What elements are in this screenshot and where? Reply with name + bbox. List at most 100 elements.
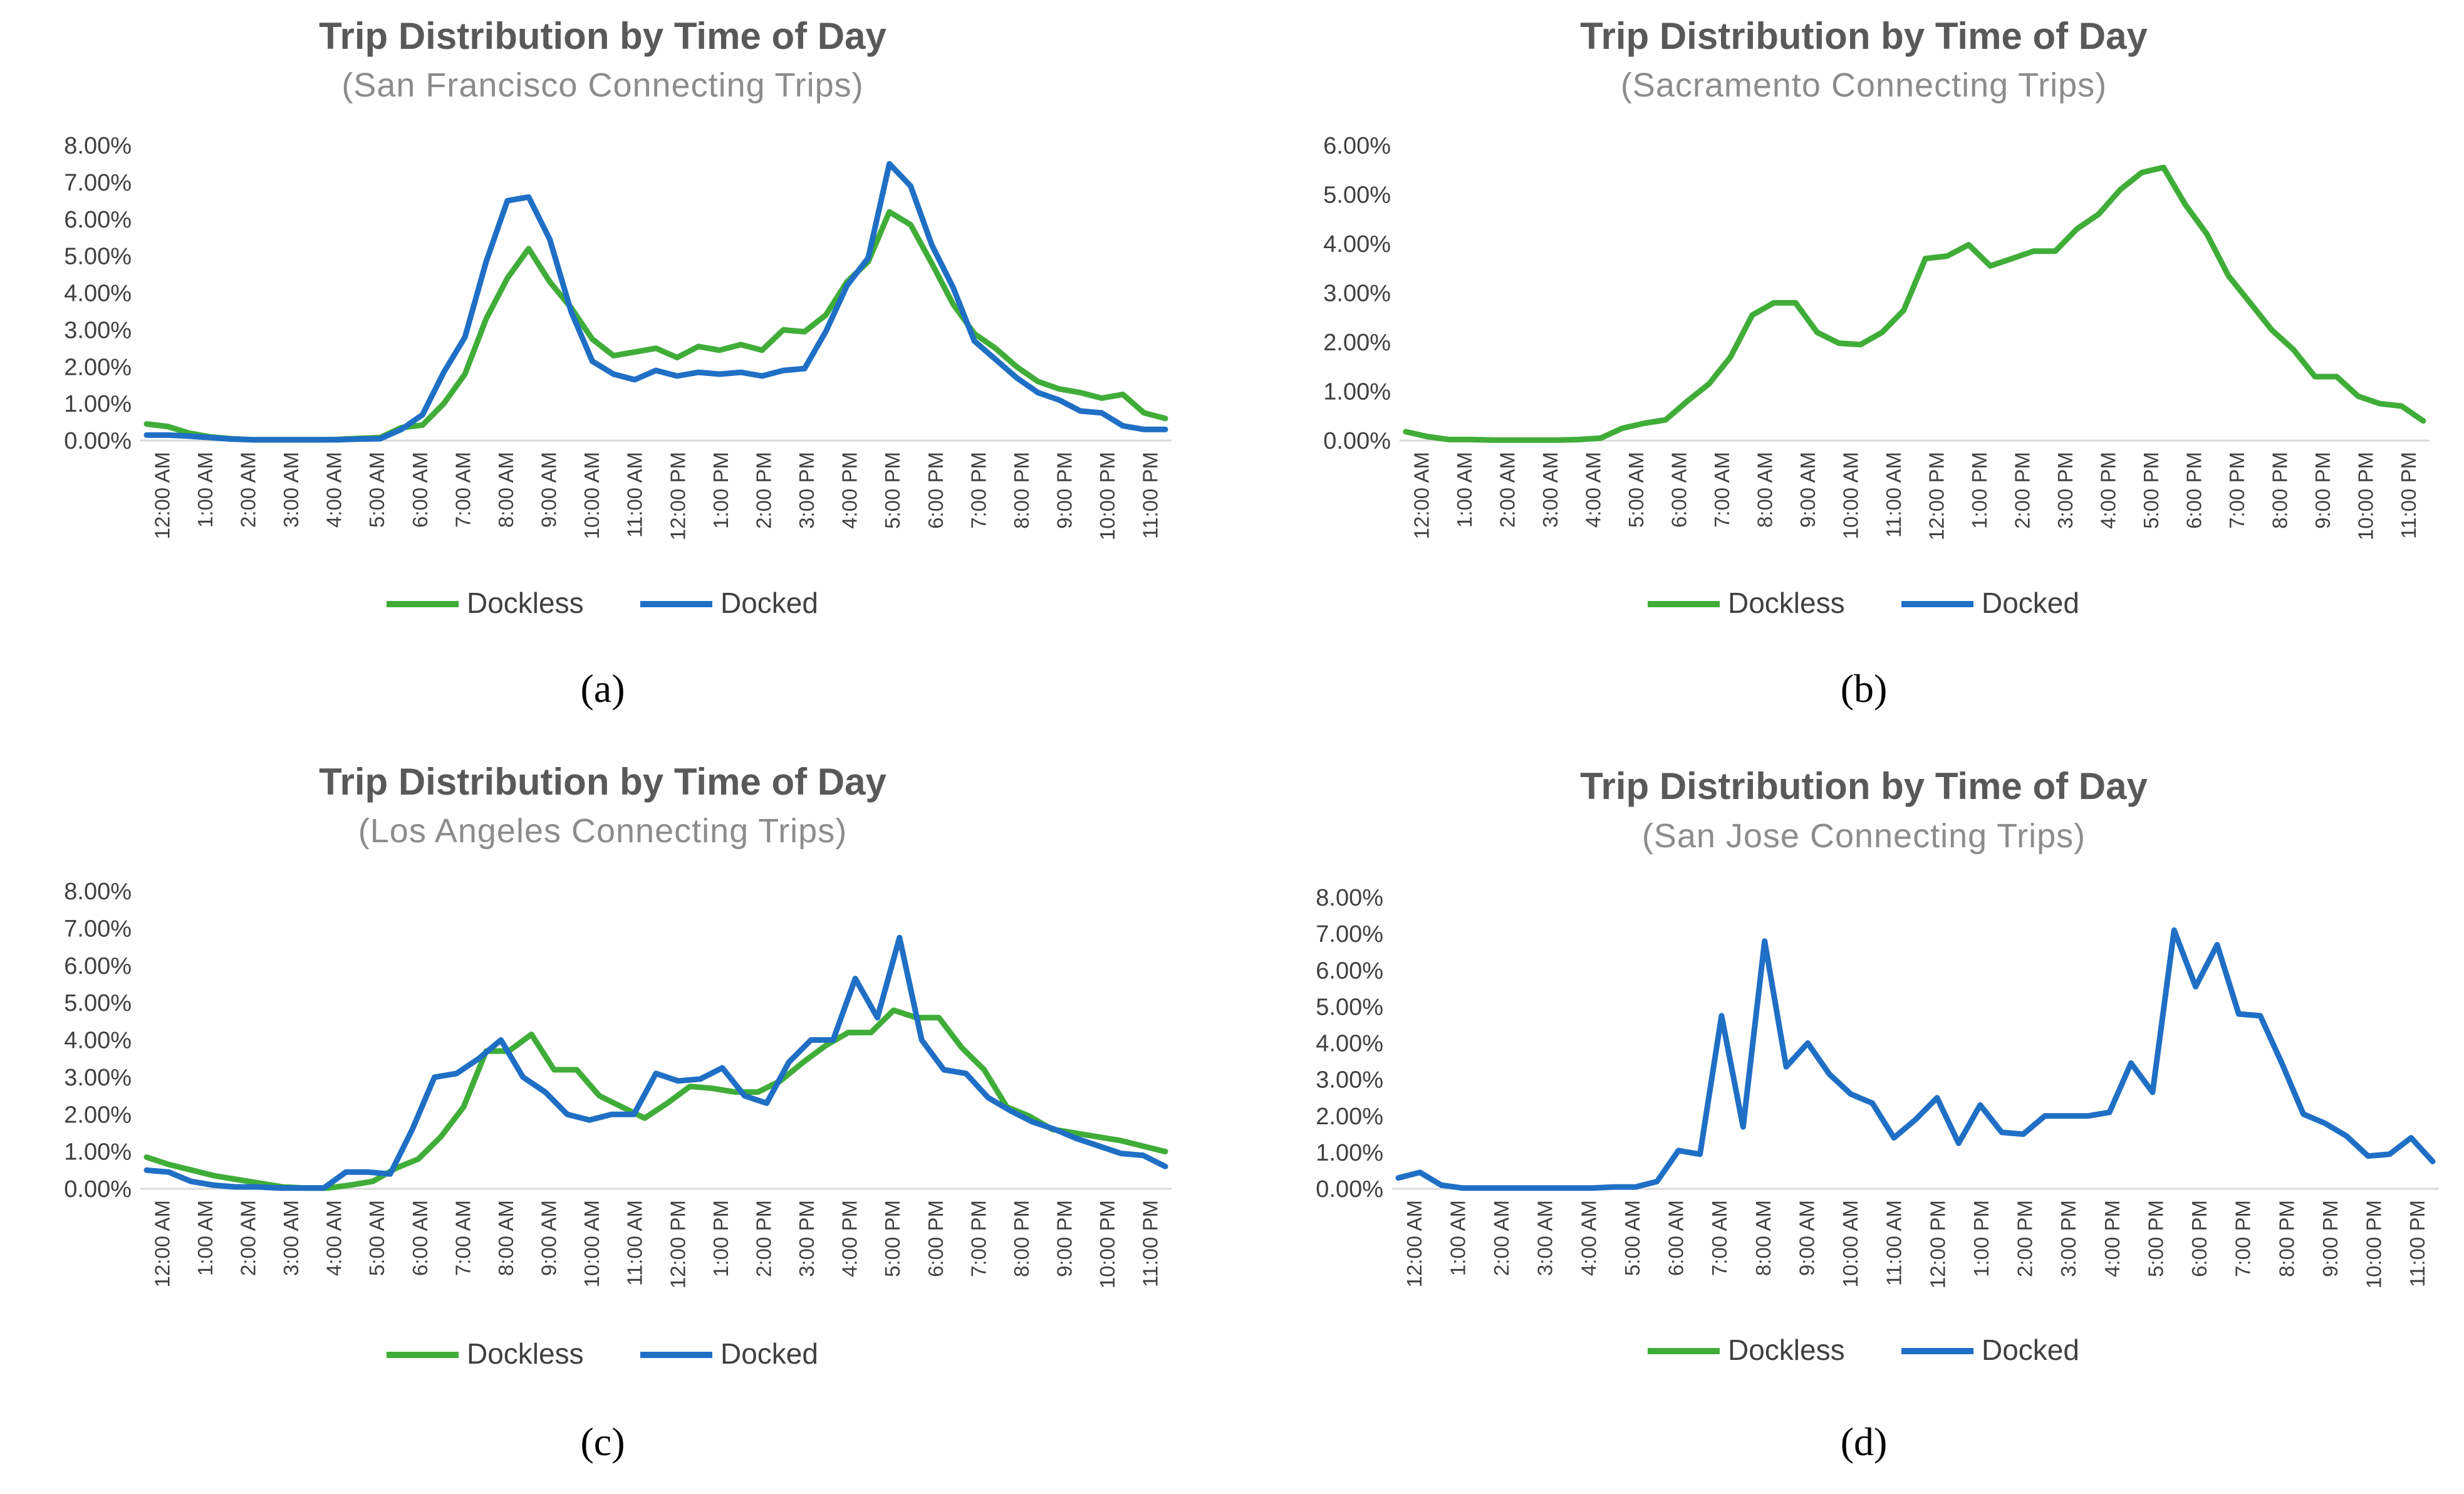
legend-label-docked: Docked [1982,1334,2079,1366]
x-tick-label: 9:00 AM [538,452,561,528]
x-tick-label: 11:00 PM [1139,1200,1162,1287]
x-tick-label: 9:00 PM [1053,1200,1076,1277]
chart-title: Trip Distribution by Time of Day [1580,765,2148,807]
legend-label-docked: Docked [720,587,818,619]
chart-title: Trip Distribution by Time of Day [1580,15,2148,57]
x-tick-label: 4:00 PM [838,1200,861,1277]
y-tick-label: 2.00% [64,354,132,380]
x-tick-label: 2:00 AM [1490,1200,1513,1276]
x-tick-label: 1:00 AM [194,1200,217,1276]
x-tick-label: 5:00 AM [1621,1200,1644,1276]
x-tick-label: 5:00 PM [881,1200,904,1277]
x-tick-label: 10:00 PM [1096,1200,1119,1288]
legend-label-dockless: Dockless [1728,587,1845,619]
x-tick-label: 3:00 AM [1534,1200,1557,1276]
x-tick-label: 2:00 PM [2014,1200,2037,1277]
x-tick-label: 9:00 PM [2311,452,2334,529]
y-tick-label: 4.00% [1323,231,1391,258]
y-tick-label: 2.00% [1316,1104,1383,1130]
x-tick-label: 2:00 PM [752,452,775,529]
chart-title: Trip Distribution by Time of Day [319,761,886,803]
x-tick-label: 1:00 PM [709,452,732,529]
y-tick-label: 5.00% [64,244,132,270]
x-tick-label: 5:00 PM [881,452,904,529]
series-line-dockless [143,209,1168,443]
x-tick-label: 7:00 PM [2232,1200,2255,1277]
panel-label: (a) [580,666,625,711]
x-tick-label: 7:00 AM [451,452,474,528]
y-tick-label: 1.00% [1323,379,1391,405]
x-tick-label: 1:00 AM [1453,452,1476,528]
y-tick-label: 8.00% [1316,885,1383,911]
x-tick-label: 4:00 PM [2096,452,2119,529]
x-tick-label: 8:00 AM [1752,1200,1775,1276]
y-tick-label: 0.00% [1316,1176,1383,1203]
series-line-dockless [143,1007,1168,1191]
legend-label-dockless: Dockless [467,587,584,619]
x-tick-label: 3:00 PM [795,1200,818,1277]
x-tick-label: 12:00 AM [150,1200,174,1287]
legend-label-docked: Docked [720,1337,818,1370]
x-tick-label: 8:00 PM [1010,1200,1033,1277]
x-tick-label: 8:00 AM [494,452,517,528]
y-tick-label: 4.00% [64,281,132,307]
x-tick-label: 4:00 AM [1581,452,1604,528]
y-tick-label: 6.00% [1316,958,1383,984]
x-tick-label: 12:00 PM [666,1200,689,1288]
chart-subtitle: (Los Angeles Connecting Trips) [358,812,847,850]
y-tick-label: 1.00% [64,1139,132,1166]
x-tick-label: 12:00 AM [1410,452,1433,539]
y-tick-label: 5.00% [1323,182,1391,209]
x-tick-label: 8:00 AM [494,1200,517,1276]
x-tick-label: 7:00 AM [1708,1200,1731,1276]
x-tick-label: 7:00 PM [2225,452,2248,529]
series-line-dockless [1403,164,2426,443]
x-tick-label: 9:00 AM [538,1200,561,1276]
x-tick-label: 6:00 AM [408,452,432,528]
x-tick-label: 10:00 AM [1839,1200,1862,1287]
x-tick-label: 11:00 AM [623,1200,647,1286]
x-tick-label: 5:00 PM [2144,1200,2167,1277]
y-tick-label: 3.00% [64,317,132,343]
y-tick-label: 4.00% [64,1028,132,1054]
x-tick-label: 4:00 AM [1577,1200,1600,1276]
y-tick-label: 7.00% [64,170,132,196]
legend-label-dockless: Dockless [1728,1334,1845,1366]
x-tick-label: 12:00 PM [666,452,689,540]
x-tick-label: 11:00 AM [1882,452,1905,538]
x-tick-label: 10:00 PM [2363,1200,2386,1288]
x-tick-label: 4:00 PM [838,452,861,529]
x-tick-label: 5:00 AM [365,1200,388,1276]
x-tick-label: 2:00 AM [236,1200,259,1276]
x-tick-label: 11:00 PM [2397,452,2420,539]
x-tick-label: 2:00 PM [2010,452,2034,529]
panel-label: (b) [1841,666,1888,711]
x-tick-label: 9:00 AM [1795,1200,1818,1276]
x-tick-label: 9:00 PM [2319,1200,2342,1277]
x-tick-label: 3:00 AM [279,1200,303,1276]
x-tick-label: 1:00 PM [1970,1200,1993,1277]
x-tick-label: 3:00 PM [795,452,818,529]
x-tick-label: 10:00 AM [1839,452,1862,539]
chart-panel-a: Trip Distribution by Time of Day (San Fra… [64,15,1172,711]
x-tick-label: 3:00 AM [279,452,303,528]
y-tick-label: 2.00% [64,1102,132,1128]
y-tick-label: 6.00% [1323,133,1391,159]
x-tick-label: 11:00 PM [1139,452,1162,539]
series-line-docked [143,160,1168,443]
x-tick-label: 3:00 PM [2054,452,2077,529]
x-tick-label: 7:00 PM [967,452,990,529]
y-tick-label: 3.00% [64,1065,132,1091]
x-tick-label: 10:00 PM [1096,452,1119,540]
y-tick-label: 1.00% [64,391,132,417]
legend-label-dockless: Dockless [467,1337,584,1370]
y-tick-label: 0.00% [64,1176,132,1203]
x-tick-label: 10:00 AM [580,452,603,539]
x-tick-label: 4:00 AM [323,452,346,528]
x-tick-label: 7:00 AM [1710,452,1734,528]
x-tick-label: 6:00 AM [1667,452,1690,528]
x-tick-label: 12:00 PM [1925,452,1948,540]
x-tick-label: 6:00 PM [2188,1200,2211,1277]
x-tick-label: 1:00 PM [1968,452,1991,529]
